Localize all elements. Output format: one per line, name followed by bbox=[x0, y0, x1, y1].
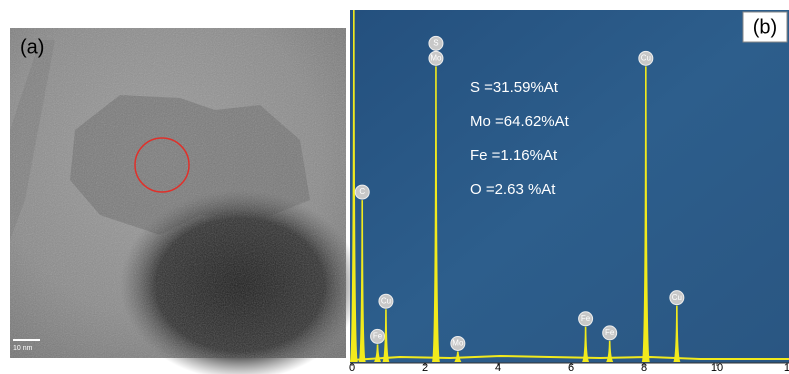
peak-label-bubble bbox=[428, 35, 444, 51]
peak bbox=[431, 66, 440, 362]
peak-label: Fe bbox=[605, 328, 615, 337]
peak-label: Cu bbox=[641, 53, 651, 62]
composition: O =2.63 %At bbox=[470, 181, 556, 198]
peak-label-bubble bbox=[669, 290, 685, 306]
x-tick-label: 2 bbox=[422, 362, 428, 374]
texture bbox=[10, 28, 346, 358]
peak bbox=[382, 309, 390, 362]
panel-label: (b) bbox=[753, 16, 777, 38]
x-tick-label: 12 bbox=[784, 362, 789, 374]
label-box bbox=[742, 11, 788, 43]
x-tick-label: 0 bbox=[349, 362, 355, 374]
peak bbox=[349, 10, 358, 362]
peak bbox=[454, 351, 462, 362]
peak-label: Mo bbox=[430, 53, 442, 62]
peak-label-bubble bbox=[450, 335, 466, 351]
peak bbox=[358, 200, 366, 362]
peak bbox=[582, 326, 590, 362]
composition: Fe =1.16%At bbox=[470, 147, 558, 164]
x-tick-label: 8 bbox=[641, 362, 647, 374]
composition: Mo =64.62%At bbox=[470, 113, 570, 130]
baseline-noise bbox=[351, 354, 789, 361]
peak-label: Cu bbox=[672, 293, 682, 302]
composition: S =31.59%At bbox=[470, 79, 559, 96]
peak-label: Fe bbox=[581, 314, 591, 323]
peak-label: Mo bbox=[452, 339, 464, 348]
peak bbox=[374, 344, 382, 362]
scale-bar-label: 10 nm bbox=[13, 345, 33, 352]
peak bbox=[673, 305, 681, 362]
peak-label: Cu bbox=[381, 296, 391, 305]
peak-label-bubble bbox=[378, 293, 394, 309]
peak bbox=[641, 66, 650, 362]
selected-area bbox=[134, 137, 190, 193]
panel-label: (a) bbox=[20, 36, 44, 58]
peak-label-bubble bbox=[428, 50, 444, 66]
panel-b: (b) bbox=[350, 10, 789, 364]
peak-label-bubble bbox=[638, 50, 654, 66]
peak-label: C bbox=[359, 187, 365, 196]
x-tick-label: 10 bbox=[711, 362, 723, 374]
peak-label: S bbox=[433, 38, 438, 47]
peak-label-bubble bbox=[602, 325, 618, 341]
peak-label: Fe bbox=[373, 332, 383, 341]
peak-label-bubble bbox=[370, 328, 386, 344]
x-tick-label: 4 bbox=[495, 362, 501, 374]
peak-label-bubble bbox=[578, 311, 594, 327]
x-tick-label: 6 bbox=[568, 362, 574, 374]
panel-a: (a) 10 nm bbox=[10, 28, 360, 374]
peak-label-bubble bbox=[354, 184, 370, 200]
plot-background bbox=[350, 10, 789, 363]
peak bbox=[606, 340, 614, 362]
